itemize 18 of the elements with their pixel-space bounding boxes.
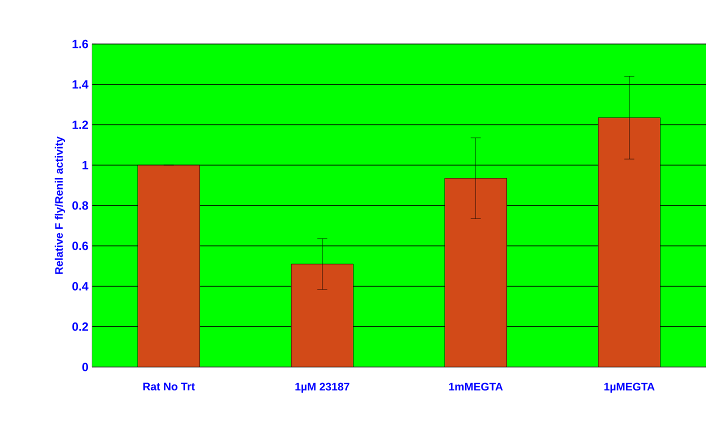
y-tick-label: 0.8 <box>72 201 88 210</box>
x-tick-label: 1µMEGTA <box>604 382 655 393</box>
y-tick-label: 0 <box>82 362 88 372</box>
bar <box>598 117 660 367</box>
bar <box>138 164 200 367</box>
x-tick-label: 1mMEGTA <box>449 382 503 391</box>
bar <box>291 264 354 367</box>
y-tick-label: 1 <box>82 161 88 170</box>
y-tick-label: 1.2 <box>72 120 88 129</box>
y-tick-label: 1.4 <box>72 80 88 88</box>
y-tick-label: 0.2 <box>72 322 88 331</box>
y-tick-label: 0.6 <box>72 242 88 250</box>
x-tick-label: 1µM 23187 <box>295 382 350 393</box>
y-tick-label: 0.4 <box>72 282 88 290</box>
y-axis-title: Relative F fly/Renil activity <box>54 136 66 274</box>
x-tick-label: Rat No Trt <box>143 382 195 390</box>
y-tick-label: 1.6 <box>72 40 88 48</box>
bar <box>444 178 507 367</box>
